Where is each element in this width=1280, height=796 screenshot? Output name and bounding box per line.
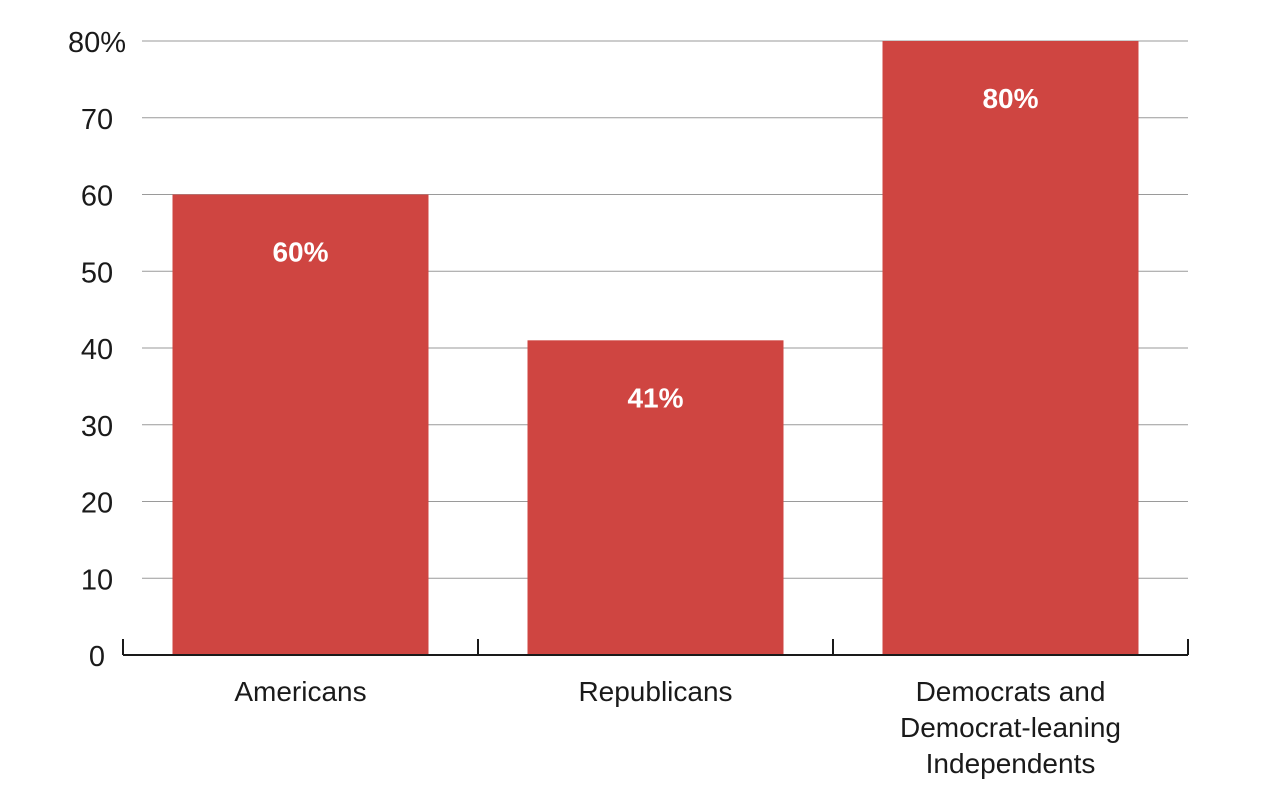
x-category-label: Democrats and Democrat-leaning Independent…: [900, 676, 1121, 779]
x-axis-labels: Americans Republicans Democrats and Democra…: [234, 676, 1121, 779]
bar-value-labels: 60% 41% 80%: [272, 83, 1038, 413]
bar: [527, 340, 784, 655]
bars: [172, 41, 1139, 655]
bar: [882, 41, 1139, 655]
x-axis: [122, 639, 1189, 656]
bar-value-label: 41%: [627, 382, 683, 413]
x-category-label: Republicans: [578, 676, 732, 707]
y-tick-label: 50: [81, 257, 113, 289]
y-tick-label: 60: [81, 181, 113, 213]
bar-value-label: 60%: [272, 237, 328, 268]
y-tick-label: 80%: [68, 27, 126, 59]
y-tick-label: 10: [81, 564, 113, 596]
y-tick-label: 20: [81, 488, 113, 520]
y-tick-label: 0: [89, 641, 105, 673]
y-tick-label: 70: [81, 104, 113, 136]
bar: [172, 194, 429, 655]
y-tick-label: 40: [81, 334, 113, 366]
y-tick-label: 30: [81, 411, 113, 443]
x-category-label: Americans: [234, 676, 366, 707]
bar-value-label: 80%: [982, 83, 1038, 114]
y-axis-ticks: 0 10 20 30 40 50 60 70 80%: [68, 27, 126, 673]
